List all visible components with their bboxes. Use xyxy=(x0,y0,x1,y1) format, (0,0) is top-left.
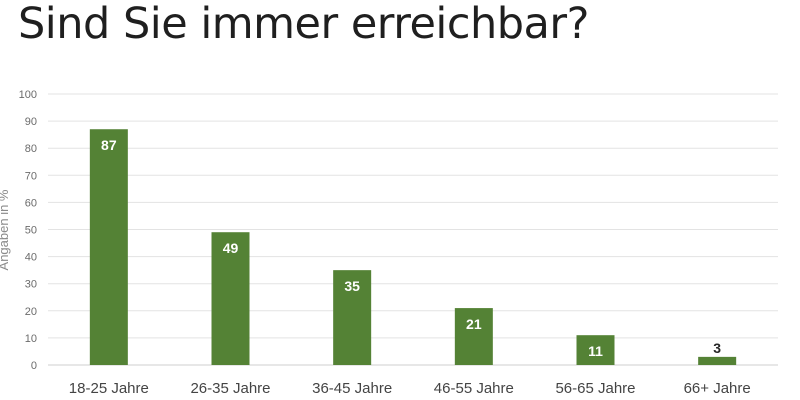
y-axis-label: Angaben in % xyxy=(0,189,11,270)
data-label: 87 xyxy=(101,137,117,153)
x-category-label: 66+ Jahre xyxy=(684,380,751,397)
x-category-label: 56-65 Jahre xyxy=(555,380,635,397)
x-category-label: 36-45 Jahre xyxy=(312,380,392,397)
bar xyxy=(454,308,493,365)
y-tick-label: 100 xyxy=(19,89,37,101)
y-tick-label: 0 xyxy=(31,360,37,372)
data-label: 21 xyxy=(466,316,482,332)
bar xyxy=(211,232,250,365)
gridlines xyxy=(48,93,778,366)
data-label: 11 xyxy=(588,343,603,359)
y-tick-label: 60 xyxy=(25,197,37,209)
y-tick-label: 40 xyxy=(25,252,37,264)
y-tick-label: 80 xyxy=(25,143,37,155)
chart-title: Sind Sie immer erreichbar? xyxy=(18,0,589,49)
bar xyxy=(89,129,128,365)
y-tick-label: 50 xyxy=(25,225,37,237)
data-label: 49 xyxy=(223,240,239,256)
x-category-label: 26-35 Jahre xyxy=(190,380,270,397)
x-axis-categories: 18-25 Jahre 26-35 Jahre 36-45 Jahre 46-55 J… xyxy=(69,380,751,397)
bar xyxy=(333,270,372,365)
data-label: 35 xyxy=(344,278,360,294)
data-label: 3 xyxy=(713,340,721,356)
y-axis-ticks: 0 10 20 30 40 50 60 70 80 90 100 xyxy=(19,89,37,372)
y-tick-label: 90 xyxy=(25,116,37,128)
bar xyxy=(576,335,615,365)
x-category-label: 46-55 Jahre xyxy=(434,380,514,397)
bar xyxy=(698,356,737,365)
y-tick-label: 30 xyxy=(25,279,37,291)
bars xyxy=(89,129,737,365)
y-tick-label: 10 xyxy=(25,333,37,345)
y-tick-label: 70 xyxy=(25,170,37,182)
data-labels: 87 49 35 21 11 3 xyxy=(101,137,721,359)
x-category-label: 18-25 Jahre xyxy=(69,380,149,397)
y-tick-label: 20 xyxy=(25,306,37,318)
